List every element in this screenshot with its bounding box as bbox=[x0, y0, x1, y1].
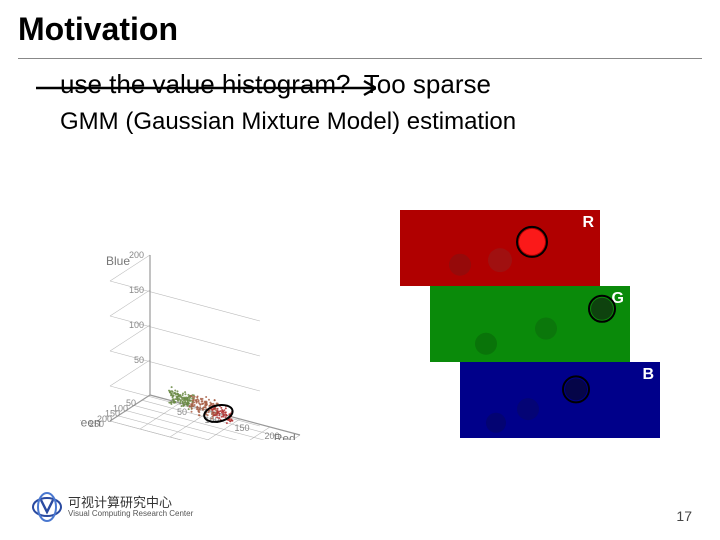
slide: Motivation use the value histogram? Too … bbox=[0, 0, 720, 540]
rgb-figure: RGB bbox=[400, 210, 660, 440]
svg-text:Red: Red bbox=[274, 431, 296, 440]
svg-text:50: 50 bbox=[177, 407, 187, 417]
svg-text:200: 200 bbox=[129, 250, 144, 260]
slide-title: Motivation bbox=[18, 10, 702, 48]
struck-text-label: use the value histogram? bbox=[60, 69, 351, 99]
svg-text:150: 150 bbox=[234, 423, 249, 433]
struck-text: use the value histogram? bbox=[60, 69, 351, 100]
svg-text:Blue: Blue bbox=[106, 254, 130, 268]
content-area: use the value histogram? Too sparse GMM … bbox=[0, 59, 720, 136]
svg-text:150: 150 bbox=[129, 285, 144, 295]
rgb-panel-b: B bbox=[460, 362, 660, 438]
title-area: Motivation bbox=[0, 0, 720, 54]
svg-text:100: 100 bbox=[129, 320, 144, 330]
after-text: Too sparse bbox=[358, 69, 491, 100]
figures: 501001502005010015020025050100150200250R… bbox=[0, 200, 720, 460]
logo-mark-icon bbox=[32, 492, 62, 522]
logo-text-cn: 可视计算研究中心 bbox=[68, 496, 193, 509]
rgb-panel-r: R bbox=[400, 210, 600, 286]
scatter3d-svg: 501001502005010015020025050100150200250R… bbox=[80, 200, 400, 440]
line2: GMM (Gaussian Mixture Model) estimation bbox=[60, 108, 680, 136]
logo-text: 可视计算研究中心 Visual Computing Research Cente… bbox=[68, 496, 193, 519]
svg-text:50: 50 bbox=[134, 355, 144, 365]
logo-text-en: Visual Computing Research Center bbox=[68, 509, 193, 519]
scatter3d: 501001502005010015020025050100150200250R… bbox=[80, 200, 400, 440]
rgb-panel-g: G bbox=[430, 286, 630, 362]
svg-text:Green: Green bbox=[80, 415, 101, 429]
svg-text:250: 250 bbox=[294, 439, 309, 440]
line1: use the value histogram? Too sparse bbox=[60, 69, 680, 100]
footer-logo: 可视计算研究中心 Visual Computing Research Cente… bbox=[32, 492, 193, 522]
page-number: 17 bbox=[676, 508, 692, 524]
